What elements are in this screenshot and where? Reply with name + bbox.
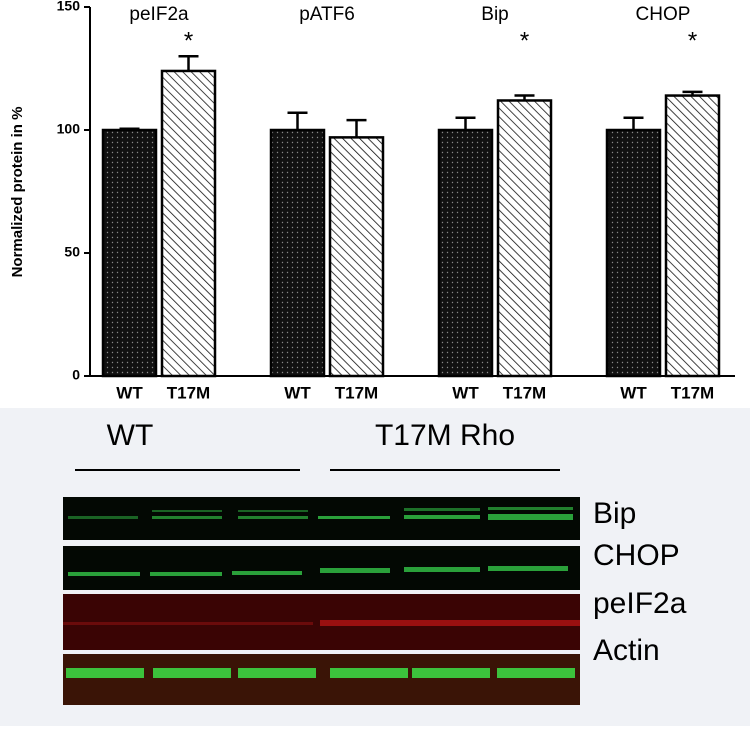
bar	[437, 128, 494, 378]
blot-row-label: Bip	[593, 497, 636, 530]
x-tick-label: WT	[620, 383, 647, 402]
y-tick-label: 150	[57, 0, 81, 14]
x-tick-label: T17M	[335, 383, 378, 402]
y-axis-label: Normalized protein in %	[9, 107, 26, 278]
x-tick-label: T17M	[167, 383, 210, 402]
x-tick-label: WT	[284, 383, 311, 402]
blot-row-label: Actin	[593, 634, 660, 667]
bar	[328, 136, 385, 378]
blot	[63, 497, 580, 705]
y-tick-label: 0	[72, 367, 80, 383]
bar	[101, 128, 158, 378]
group-label: CHOP	[636, 4, 691, 25]
bar	[160, 69, 217, 378]
x-tick-label: T17M	[671, 383, 714, 402]
bar	[496, 99, 553, 378]
significance-mark: *	[184, 27, 193, 54]
x-tick-label: WT	[452, 383, 479, 402]
group-label: pATF6	[299, 4, 355, 25]
significance-mark: *	[688, 27, 697, 54]
y-tick-label: 50	[64, 244, 80, 260]
significance-mark: *	[520, 27, 529, 54]
blot-row-label: CHOP	[593, 539, 680, 572]
x-tick-label: WT	[116, 383, 143, 402]
y-tick-label: 100	[57, 121, 81, 137]
group-label: peIF2a	[129, 4, 189, 25]
blot-row-label: peIF2a	[593, 587, 687, 620]
blot-group-label: T17M Rho	[375, 419, 515, 452]
group-label: Bip	[481, 4, 508, 25]
x-tick-label: T17M	[503, 383, 546, 402]
bar	[664, 94, 721, 378]
bar	[605, 128, 662, 378]
bar	[269, 128, 326, 378]
blot-group-label: WT	[107, 419, 154, 452]
